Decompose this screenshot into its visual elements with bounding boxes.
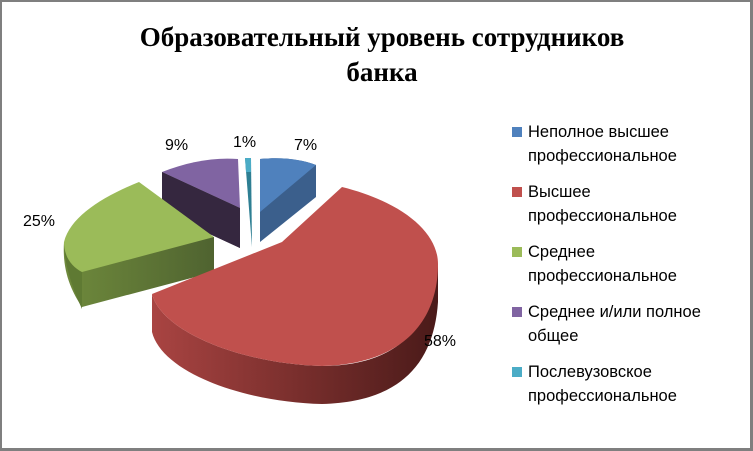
legend-label: Среднее	[528, 243, 595, 261]
legend-swatch-icon	[512, 307, 522, 317]
slice-postgraduate[interactable]	[245, 158, 252, 247]
legend-item-higher-professional[interactable]: Высшее профессиональное	[510, 180, 750, 228]
label-secondary-general: 9%	[165, 137, 188, 154]
legend-label: профессиональное	[528, 387, 677, 405]
chart-legend: Неполное высшее профессиональное Высшее …	[510, 120, 750, 420]
slice-secondary-professional[interactable]	[63, 182, 214, 309]
legend-label: Послевузовское	[528, 363, 652, 381]
legend-label: профессиональное	[528, 207, 677, 225]
legend-item-postgraduate[interactable]: Послевузовское профессиональное	[510, 360, 750, 408]
legend-label: Неполное высшее	[528, 123, 669, 141]
legend-label: профессиональное	[528, 147, 677, 165]
legend-swatch-icon	[512, 247, 522, 257]
legend-label: профессиональное	[528, 267, 677, 285]
legend-item-secondary-general[interactable]: Среднее и/или полное общее	[510, 300, 750, 348]
chart-title-line2: банка	[346, 57, 418, 87]
legend-label: Высшее	[528, 183, 591, 201]
label-secondary-professional: 25%	[23, 213, 55, 230]
label-higher-professional: 58%	[424, 333, 456, 350]
chart-title: Образовательный уровень сотрудников банк…	[62, 20, 702, 90]
slice-higher-professional[interactable]	[152, 187, 438, 404]
label-postgraduate: 1%	[233, 134, 256, 151]
legend-swatch-icon	[512, 187, 522, 197]
slice-secondary-general[interactable]	[162, 158, 240, 248]
label-incomplete-higher: 7%	[294, 137, 317, 154]
legend-label: общее	[528, 327, 579, 345]
legend-swatch-icon	[512, 367, 522, 377]
legend-label: Среднее и/или полное	[528, 303, 701, 321]
slice-incomplete-higher[interactable]	[260, 158, 316, 242]
legend-swatch-icon	[512, 127, 522, 137]
legend-item-incomplete-higher[interactable]: Неполное высшее профессиональное	[510, 120, 750, 168]
chart-title-line1: Образовательный уровень сотрудников	[139, 22, 625, 52]
legend-item-secondary-professional[interactable]: Среднее профессиональное	[510, 240, 750, 288]
